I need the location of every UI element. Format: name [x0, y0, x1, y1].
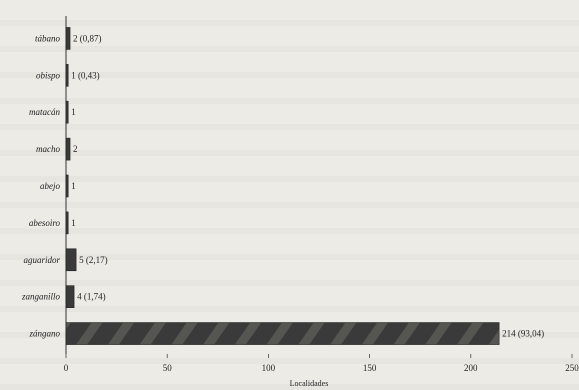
value-label: 1 (0,43)	[71, 70, 100, 80]
value-label: 2 (0,87)	[73, 33, 102, 43]
value-label: 4 (1,74)	[77, 292, 106, 302]
x-tick-label: 0	[64, 363, 69, 373]
value-label: 1	[71, 107, 76, 117]
x-axis-title: Localidades	[290, 379, 329, 388]
category-label: zanganillo	[21, 292, 61, 302]
value-label: 1	[71, 181, 76, 191]
category-label: abesoiro	[29, 218, 61, 228]
value-label: 214 (93,04)	[502, 329, 544, 339]
x-tick-label: 200	[464, 363, 478, 373]
x-tick-label: 150	[363, 363, 377, 373]
bar-6	[65, 248, 77, 272]
bar-7	[65, 285, 75, 308]
category-label: tábano	[35, 33, 61, 43]
category-label: matacán	[29, 107, 60, 117]
value-label: 5 (2,17)	[79, 255, 108, 265]
category-label: macho	[36, 144, 60, 154]
category-label: zángano	[28, 329, 60, 339]
x-tick-label: 100	[262, 363, 276, 373]
value-label: 2	[73, 144, 78, 154]
category-label: abejo	[40, 181, 60, 191]
x-tick-label: 250	[565, 363, 579, 373]
bar-2	[65, 100, 69, 124]
bar-3	[65, 137, 71, 161]
bar-1	[65, 64, 69, 87]
bar-8	[65, 322, 500, 345]
value-label: 1	[71, 218, 76, 228]
bar-5	[65, 211, 69, 235]
x-tick-label: 50	[163, 363, 173, 373]
category-label: aguaridor	[23, 255, 60, 265]
bar-0	[65, 27, 71, 50]
bar-4	[65, 174, 69, 198]
category-label: obispo	[36, 70, 61, 80]
